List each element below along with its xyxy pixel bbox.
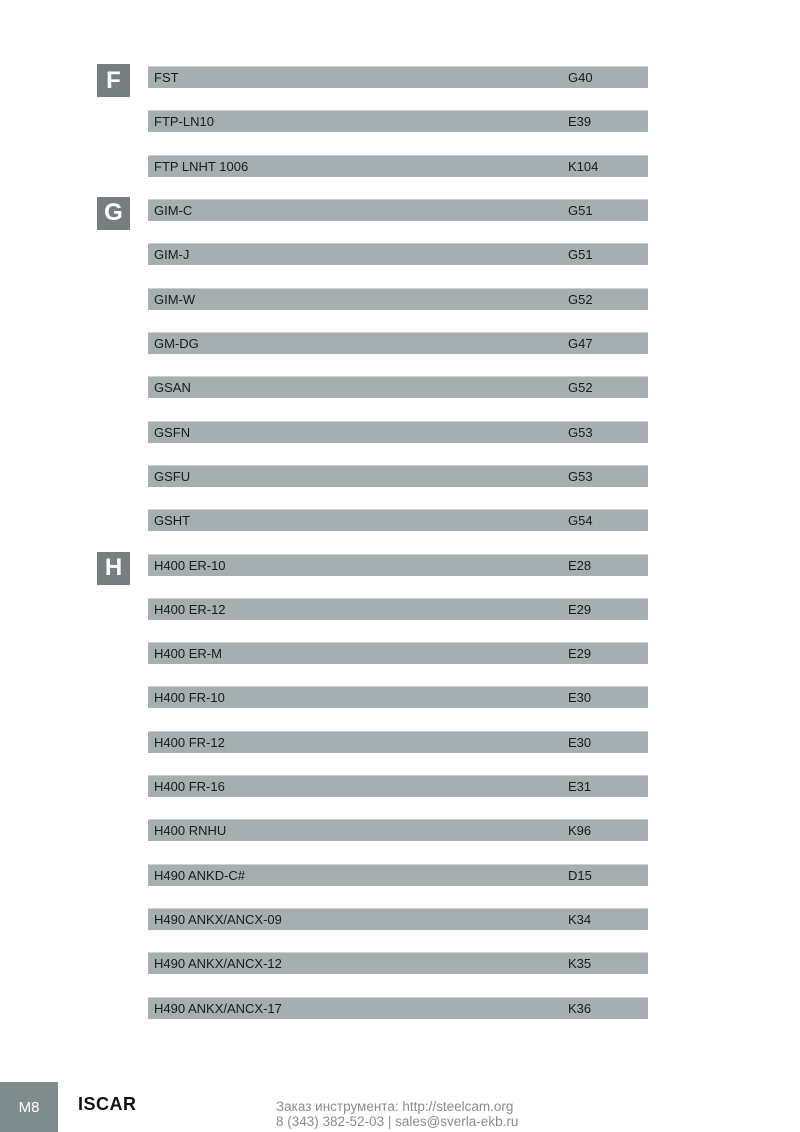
footer-order-info: Заказ инструмента: http://steelcam.org 8…: [276, 1099, 518, 1129]
page-reference: G40: [568, 70, 593, 85]
catalog-code: GIM-J: [154, 247, 190, 263]
page-reference: E30: [568, 690, 592, 706]
page-reference: K34: [568, 912, 592, 928]
catalog-code: GM-DG: [154, 335, 199, 351]
page-reference: G53: [568, 424, 593, 440]
catalog-code: H490 ANKD-C#: [154, 867, 246, 883]
page-reference: E29: [568, 601, 592, 617]
page-reference: K104: [568, 158, 599, 174]
catalog-code: H400 FR-16: [154, 779, 225, 795]
page-reference: E28: [568, 557, 592, 573]
section-letter-badge-f: F: [97, 64, 130, 97]
index-row: FTP-LN10 E39: [148, 110, 648, 133]
catalog-code: H400 ER-M: [154, 646, 222, 662]
catalog-code: H490 ANKX/ANCX-17: [154, 1000, 282, 1016]
catalog-code: GIM-W: [154, 291, 196, 307]
index-row: H490 ANKX/ANCX-09 K34: [148, 908, 648, 931]
index-row: GIM-J G51: [148, 243, 648, 266]
catalog-code: GSHT: [154, 513, 191, 529]
catalog-code: GSFU: [154, 468, 191, 484]
catalog-code: FST: [154, 70, 179, 85]
footer-page-number-box: M8: [0, 1082, 58, 1132]
page-reference: G52: [568, 291, 593, 307]
index-row: H400 ER-M E29: [148, 642, 648, 665]
page-reference: E31: [568, 779, 592, 795]
index-row: H400 FR-10 E30: [148, 686, 648, 709]
footer-order-line2: 8 (343) 382-52-03 | sales@sverla-ekb.ru: [276, 1114, 519, 1129]
page-reference: G51: [568, 247, 593, 263]
page-reference: E39: [568, 114, 592, 130]
catalog-code: H400 FR-12: [154, 734, 225, 750]
page-reference: D15: [568, 867, 592, 883]
footer-order-line1: Заказ инструмента: http://steelcam.org: [276, 1099, 514, 1114]
footer-page-number: M8: [18, 1098, 40, 1116]
index-row: FTP LNHT 1006 K104: [148, 154, 648, 177]
page-reference: K36: [568, 1000, 592, 1016]
page-reference: G47: [568, 335, 593, 351]
page-reference: G53: [568, 468, 593, 484]
brand-logo: ISCAR: [78, 1094, 137, 1114]
page-reference: E30: [568, 734, 592, 750]
catalog-code: FTP LNHT 1006: [154, 158, 249, 174]
page-reference: K96: [568, 823, 592, 839]
index-row: GSFN G53: [148, 420, 648, 443]
index-row: H400 FR-12 E30: [148, 730, 648, 753]
index-row: H400 RNHU K96: [148, 819, 648, 842]
page-reference: E29: [568, 646, 592, 662]
catalog-code: GIM-C: [154, 202, 193, 218]
catalog-code: H490 ANKX/ANCX-12: [154, 956, 282, 972]
page-reference: G51: [568, 202, 593, 218]
index-row: GSHT G54: [148, 509, 648, 532]
index-row: H490 ANKX/ANCX-17 K36: [148, 996, 648, 1019]
page-reference: K35: [568, 956, 592, 972]
catalog-code: H400 ER-10: [154, 557, 226, 573]
index-row: H400 ER-12 E29: [148, 597, 648, 620]
page-reference: G52: [568, 380, 593, 396]
catalog-code: H400 FR-10: [154, 690, 225, 706]
catalog-code: FTP-LN10: [154, 114, 214, 130]
index-row: GM-DG G47: [148, 331, 648, 354]
index-row: GSAN G52: [148, 376, 648, 399]
catalog-code: H400 RNHU: [154, 823, 227, 839]
index-row: H400 ER-10 E28: [148, 553, 648, 576]
index-row: H490 ANKX/ANCX-12 K35: [148, 952, 648, 975]
index-row: GSFU G53: [148, 464, 648, 487]
catalog-code: H400 ER-12: [154, 601, 226, 617]
index-row: FST G40: [148, 66, 648, 88]
index-row: GIM-C G51: [148, 198, 648, 221]
index-row: H400 FR-16 E31: [148, 775, 648, 798]
catalog-code: H490 ANKX/ANCX-09: [154, 912, 282, 928]
index-row: GIM-W G52: [148, 287, 648, 310]
page-reference: G54: [568, 513, 593, 529]
catalog-code: GSAN: [154, 380, 191, 396]
catalog-code: GSFN: [154, 424, 191, 440]
index-row: H490 ANKD-C# D15: [148, 863, 648, 886]
section-letter-badge-g: G: [97, 196, 130, 230]
section-letter-badge-h: H: [97, 551, 130, 585]
